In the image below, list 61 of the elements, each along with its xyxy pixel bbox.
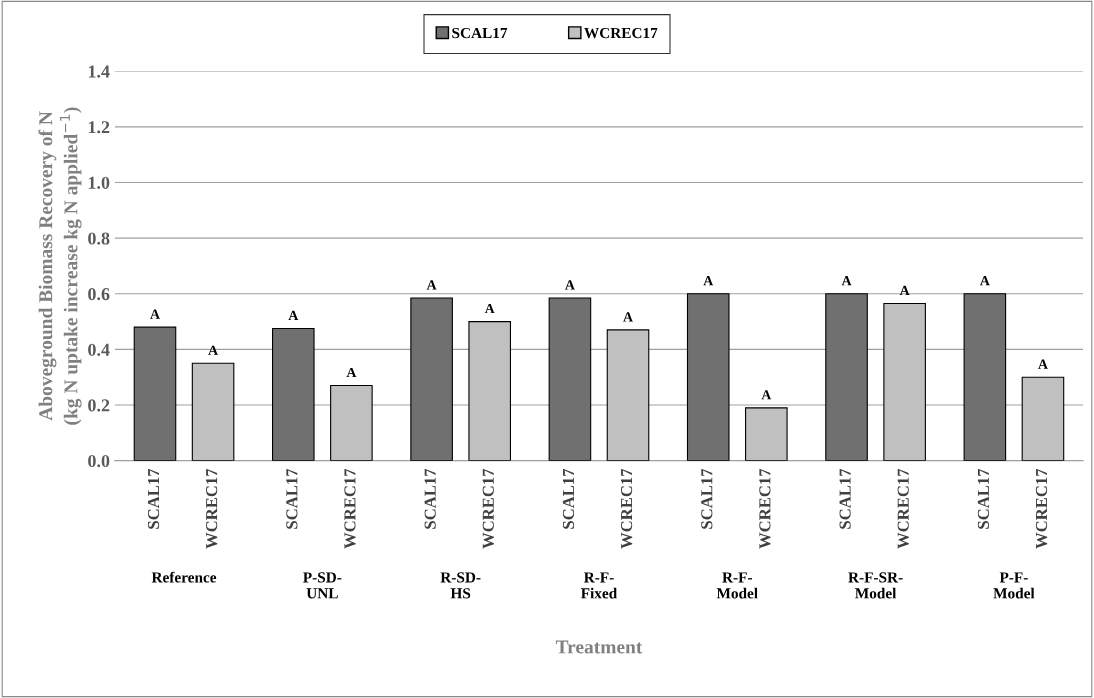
- bar: [1021, 376, 1065, 461]
- text: WCREC17: [897, 468, 909, 549]
- data-label: A: [623, 312, 633, 322]
- bar: [133, 326, 177, 461]
- text: SCAL17: [977, 468, 990, 529]
- legend-label: WCREC17: [584, 27, 658, 39]
- data-label: A: [761, 390, 772, 400]
- text: SCAL17: [424, 468, 436, 529]
- data-label: A: [841, 276, 852, 286]
- bar: [468, 321, 511, 461]
- bar: [963, 293, 1007, 461]
- data-label: A: [288, 310, 299, 321]
- y-tick-label: 0.8: [88, 232, 110, 245]
- data-label: A: [703, 276, 714, 286]
- text: SCAL17: [286, 468, 298, 529]
- bar: [330, 385, 373, 461]
- x-tick-label: P-SD- UNL: [303, 572, 342, 599]
- bar: [271, 327, 315, 461]
- bar: [825, 293, 868, 461]
- bar: [410, 297, 453, 461]
- x-axis-title: Treatment: [555, 640, 643, 654]
- text: SCAL17: [839, 468, 851, 529]
- bar: [191, 362, 235, 461]
- text: SCAL17: [701, 468, 713, 529]
- data-label: A: [899, 285, 910, 295]
- y-tick-label: 0.4: [88, 343, 110, 356]
- y-tick-label: 1.4: [88, 65, 110, 78]
- data-label: A: [979, 276, 990, 286]
- x-tick-label: P-F- Model: [993, 572, 1035, 599]
- text: WCREC17: [344, 468, 356, 549]
- text: WCREC17: [206, 468, 218, 549]
- data-label: A: [346, 367, 357, 378]
- text: WCREC17: [620, 468, 633, 549]
- bar: [883, 302, 926, 461]
- text: WCREC17: [482, 468, 494, 549]
- text: WCREC17: [759, 468, 771, 549]
- y-tick-label: 1.2: [88, 121, 110, 134]
- data-label: A: [208, 345, 218, 355]
- y-tick-label: 1.0: [88, 176, 110, 189]
- bar: [745, 407, 788, 461]
- data-label: A: [426, 280, 437, 290]
- y-axis-title: Aboveground Biomass Recovery of N (kg N uptake increase kg N applied$^{−1}$): [38, 107, 82, 425]
- text: SCAL17: [147, 468, 160, 529]
- bar: [606, 329, 650, 461]
- bar: [686, 293, 730, 461]
- data-label: A: [1038, 359, 1048, 369]
- data-label: A: [565, 280, 575, 290]
- x-tick-label: R-SD- HS: [440, 572, 481, 599]
- x-tick-label: R-F- Fixed: [580, 572, 618, 599]
- data-label: A: [150, 309, 160, 319]
- y-tick-label: 0.6: [88, 288, 110, 301]
- legend-label: SCAL17: [452, 27, 508, 39]
- bar: [548, 297, 592, 461]
- data-label: A: [484, 303, 495, 314]
- y-tick-label: 0.2: [88, 399, 110, 412]
- text: SCAL17: [562, 468, 575, 529]
- x-tick-label: R-F- Model: [716, 572, 758, 599]
- text: WCREC17: [1035, 468, 1048, 549]
- y-tick-label: 0.0: [88, 454, 110, 468]
- x-tick-label: Reference: [151, 571, 217, 583]
- x-tick-label: R-F-SR- Model: [848, 572, 903, 599]
